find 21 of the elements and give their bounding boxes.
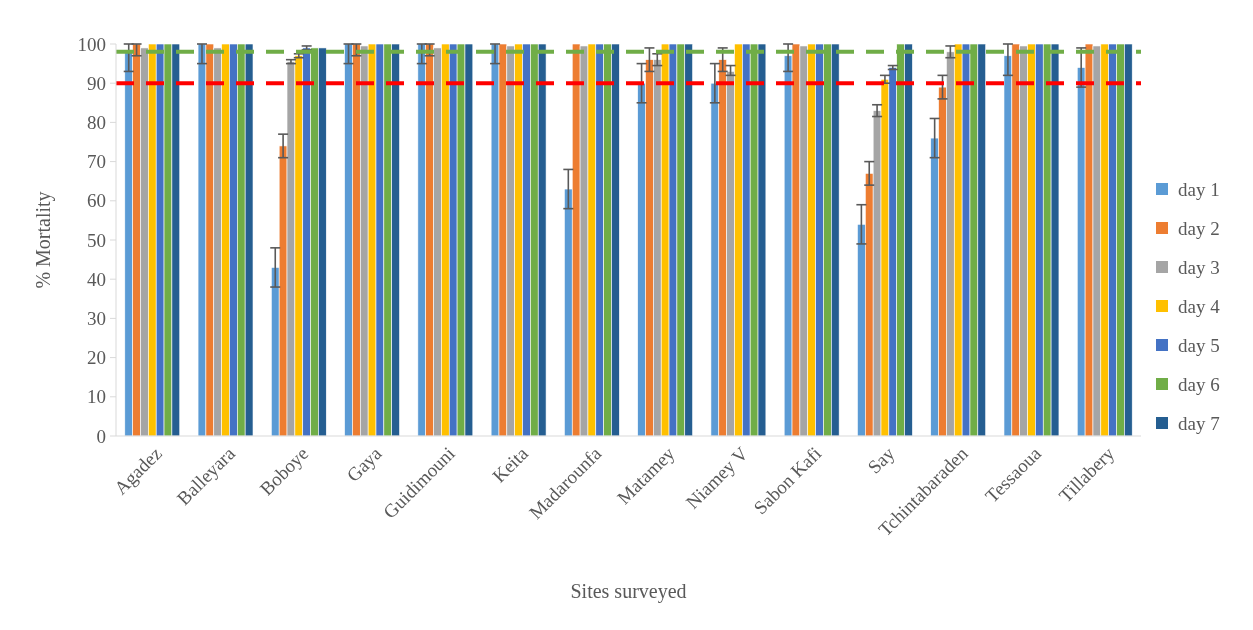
y-tick-label: 60 <box>87 190 106 212</box>
legend-label: day 4 <box>1178 295 1221 317</box>
legend-label: day 2 <box>1178 217 1220 239</box>
y-tick-label: 70 <box>87 151 106 173</box>
y-tick-label: 100 <box>77 33 106 55</box>
y-axis-title: % Mortality <box>32 191 55 289</box>
y-tick-label: 30 <box>87 308 106 330</box>
y-tick-label: 40 <box>87 268 106 290</box>
x-axis-title: Sites surveyed <box>570 580 687 603</box>
y-tick-label: 80 <box>87 112 106 134</box>
y-tick-label: 20 <box>87 347 106 369</box>
y-tick-label: 10 <box>87 386 106 408</box>
legend-label: day 6 <box>1178 373 1220 395</box>
legend-label: day 5 <box>1178 334 1220 356</box>
x-tick-label: Gaya <box>342 442 386 486</box>
y-tick-label: 50 <box>87 229 106 251</box>
y-tick-label: 90 <box>87 72 106 94</box>
legend-label: day 1 <box>1178 178 1220 200</box>
legend-label: day 7 <box>1178 412 1220 434</box>
legend-label: day 3 <box>1178 256 1220 278</box>
y-tick-label: 0 <box>96 425 106 447</box>
